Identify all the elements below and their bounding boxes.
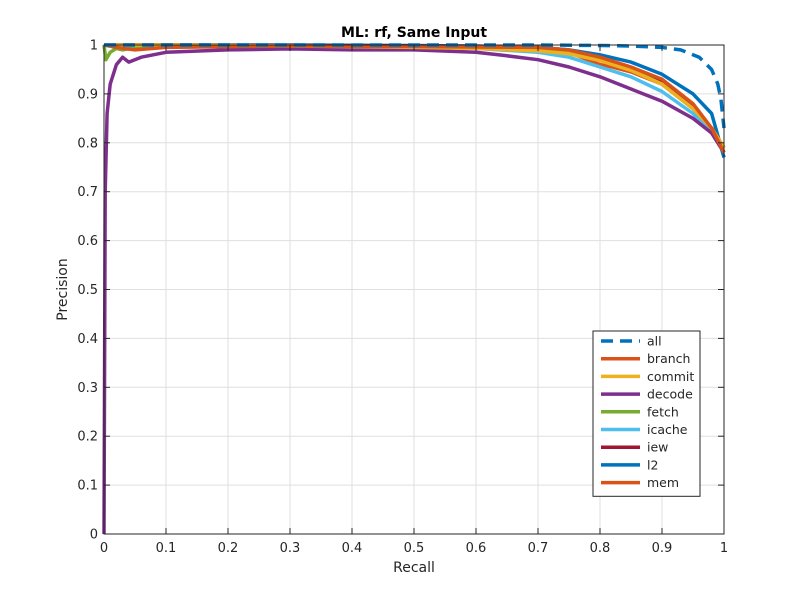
x-tick-label: 0.8 <box>590 541 611 556</box>
legend-label-commit: commit <box>647 369 694 384</box>
legend-label-mem: mem <box>647 475 679 490</box>
x-tick-label: 0.2 <box>218 541 239 556</box>
y-tick-label: 0.8 <box>77 136 98 151</box>
y-tick-label: 0 <box>90 528 98 543</box>
legend-label-branch: branch <box>647 351 690 366</box>
y-axis-title: Precision <box>55 258 71 320</box>
legend-label-icache: icache <box>647 422 688 437</box>
legend-label-l2: l2 <box>647 457 658 472</box>
x-tick-label: 0 <box>100 541 108 556</box>
y-tick-label: 1 <box>90 39 98 54</box>
y-tick-label: 0.5 <box>77 283 98 298</box>
x-tick-label: 0.1 <box>156 541 177 556</box>
y-tick-label: 0.1 <box>77 479 98 494</box>
x-axis-title: Recall <box>393 560 435 576</box>
x-tick-label: 0.7 <box>528 541 549 556</box>
y-tick-label: 0.9 <box>77 87 98 102</box>
x-tick-label: 0.3 <box>280 541 301 556</box>
legend-label-all: all <box>647 334 662 349</box>
x-tick-label: 1 <box>720 541 728 556</box>
legend: all branch commit decode fetch icache iew l2 mem <box>592 330 701 497</box>
legend-label-decode: decode <box>647 387 693 402</box>
y-tick-label: 0.2 <box>77 430 98 445</box>
axis-ticks: 0 0.1 0.2 0.3 0.4 0.5 0.6 0.7 0.8 0.9 1 0 0.1 0.2 0.3 0… <box>77 39 728 557</box>
x-tick-label: 0.5 <box>404 541 425 556</box>
x-tick-label: 0.4 <box>342 541 363 556</box>
y-tick-label: 0.3 <box>77 381 98 396</box>
chart-title: ML: rf, Same Input <box>341 25 487 41</box>
legend-label-iew: iew <box>647 440 668 455</box>
y-tick-label: 0.4 <box>77 332 98 347</box>
x-tick-label: 0.9 <box>652 541 673 556</box>
x-tick-label: 0.6 <box>466 541 487 556</box>
series-line-all <box>104 43 726 129</box>
legend-label-fetch: fetch <box>647 404 679 419</box>
y-tick-label: 0.7 <box>77 185 98 200</box>
y-tick-label: 0.6 <box>77 234 98 249</box>
